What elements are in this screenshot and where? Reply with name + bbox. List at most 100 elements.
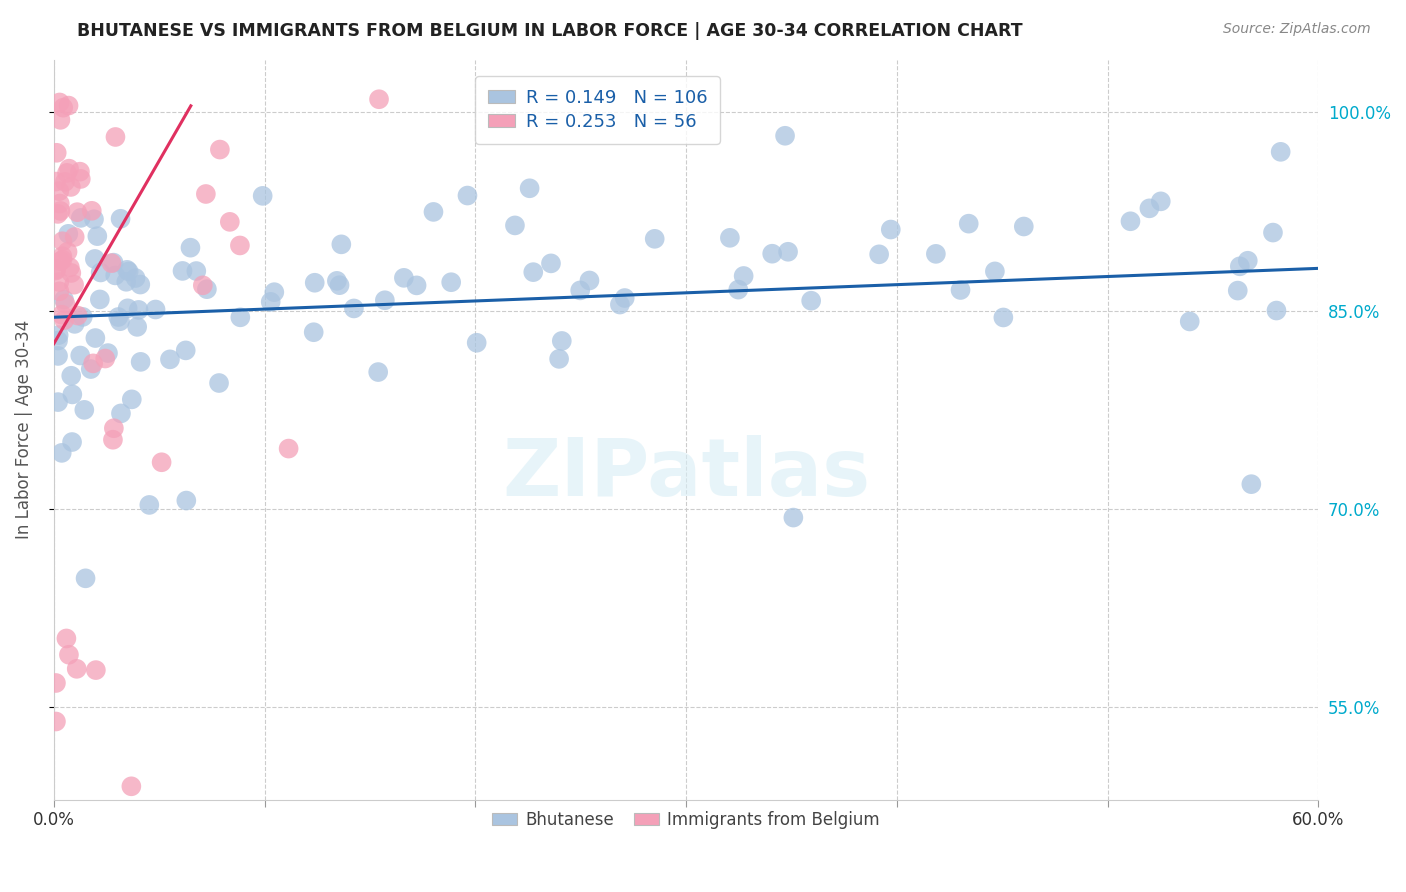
Point — [422, 205, 444, 219]
Point — [1261, 226, 1284, 240]
Point — [727, 283, 749, 297]
Point — [121, 392, 143, 407]
Point — [59, 260, 82, 275]
Point — [150, 455, 173, 469]
Point — [145, 302, 167, 317]
Point — [138, 498, 160, 512]
Point — [51, 308, 73, 322]
Point — [326, 274, 349, 288]
Point — [100, 256, 122, 270]
Point — [644, 232, 666, 246]
Point — [800, 293, 823, 308]
Point — [69, 164, 91, 178]
Point — [263, 285, 285, 300]
Point — [101, 433, 124, 447]
Point — [66, 205, 89, 219]
Text: Source: ZipAtlas.com: Source: ZipAtlas.com — [1223, 22, 1371, 37]
Point — [103, 421, 125, 435]
Point — [63, 277, 86, 292]
Point — [522, 265, 544, 279]
Point — [782, 510, 804, 524]
Point — [104, 268, 127, 283]
Point — [330, 237, 353, 252]
Point — [60, 368, 83, 383]
Point — [53, 175, 76, 189]
Point — [302, 325, 325, 339]
Point — [110, 406, 132, 420]
Point — [503, 219, 526, 233]
Point — [83, 252, 105, 266]
Point — [51, 234, 73, 248]
Point — [48, 95, 70, 110]
Point — [127, 319, 149, 334]
Point — [51, 249, 73, 263]
Point — [63, 230, 86, 244]
Point — [48, 328, 70, 343]
Point — [53, 313, 76, 327]
Point — [551, 334, 574, 348]
Point — [80, 203, 103, 218]
Point — [51, 252, 73, 267]
Point — [868, 247, 890, 261]
Point — [46, 207, 69, 221]
Point — [56, 166, 79, 180]
Point — [48, 285, 70, 299]
Point — [45, 262, 67, 277]
Point — [1119, 214, 1142, 228]
Point — [58, 98, 80, 112]
Point — [128, 302, 150, 317]
Point — [73, 402, 96, 417]
Text: ZIPatlas: ZIPatlas — [502, 435, 870, 513]
Point — [82, 356, 104, 370]
Point — [1178, 314, 1201, 328]
Point — [53, 293, 76, 307]
Point — [186, 264, 208, 278]
Point — [129, 277, 152, 292]
Point — [1150, 194, 1173, 209]
Point — [456, 188, 478, 202]
Point — [519, 181, 541, 195]
Point — [880, 222, 903, 236]
Point — [172, 264, 194, 278]
Point — [343, 301, 366, 316]
Point — [58, 227, 80, 241]
Point — [1139, 202, 1161, 216]
Point — [46, 395, 69, 409]
Point — [84, 331, 107, 345]
Point — [45, 145, 67, 160]
Point — [115, 275, 138, 289]
Point — [52, 101, 75, 115]
Point — [718, 231, 741, 245]
Point — [218, 215, 240, 229]
Point — [89, 293, 111, 307]
Point — [129, 355, 152, 369]
Point — [49, 203, 72, 218]
Point — [48, 275, 70, 289]
Point — [49, 196, 72, 211]
Point — [1270, 145, 1292, 159]
Point — [540, 256, 562, 270]
Point — [367, 365, 389, 379]
Point — [761, 246, 783, 260]
Point — [304, 276, 326, 290]
Point — [104, 130, 127, 145]
Point — [260, 294, 283, 309]
Point — [328, 278, 350, 293]
Point — [108, 314, 131, 328]
Point — [949, 283, 972, 297]
Point — [1226, 284, 1249, 298]
Point — [45, 714, 67, 729]
Point — [59, 180, 82, 194]
Point — [84, 663, 107, 677]
Point — [115, 262, 138, 277]
Point — [60, 387, 83, 401]
Point — [733, 268, 755, 283]
Point — [229, 310, 252, 325]
Point — [58, 161, 80, 176]
Point — [993, 310, 1015, 325]
Point — [56, 244, 79, 259]
Point — [613, 291, 636, 305]
Point — [548, 351, 571, 366]
Point — [194, 186, 217, 201]
Point — [392, 270, 415, 285]
